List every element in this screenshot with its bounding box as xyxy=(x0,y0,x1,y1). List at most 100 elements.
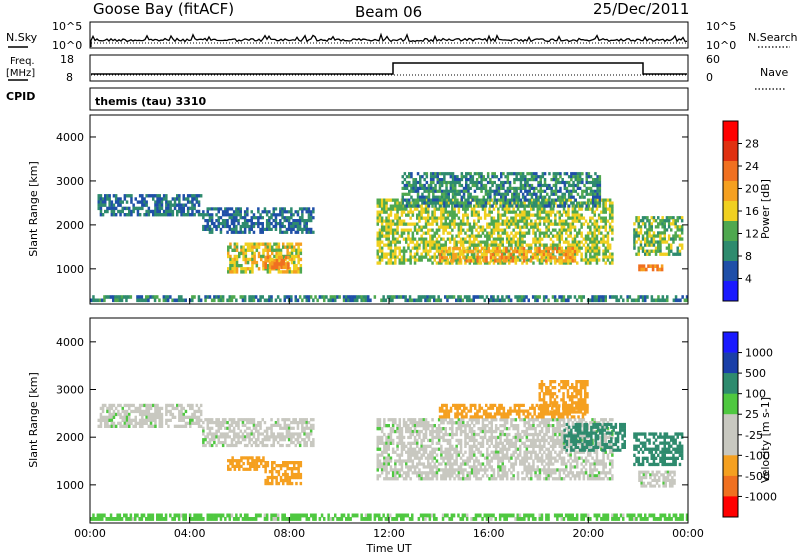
heatmap-cell xyxy=(459,240,463,244)
heatmap-cell xyxy=(275,475,278,480)
heatmap-cell xyxy=(635,231,638,235)
heatmap-cell xyxy=(591,255,594,259)
heatmap-cell xyxy=(492,240,496,244)
heatmap-cell xyxy=(141,200,144,204)
heatmap-cell xyxy=(680,216,684,220)
heatmap-cell xyxy=(296,298,300,303)
heatmap-cell xyxy=(230,441,234,445)
heatmap-cell xyxy=(271,470,274,474)
heatmap-cell xyxy=(158,406,161,411)
heatmap-cell xyxy=(602,255,605,259)
heatmap-cell xyxy=(385,441,388,445)
heatmap-cell xyxy=(342,298,346,303)
heatmap-cell xyxy=(611,258,614,262)
heatmap-cell xyxy=(459,225,463,229)
heatmap-cell xyxy=(396,468,399,472)
heatmap-cell xyxy=(521,210,524,214)
heatmap-cell xyxy=(641,298,645,303)
heatmap-cell xyxy=(275,242,278,246)
heatmap-cell xyxy=(210,418,214,422)
heatmap-cell xyxy=(270,443,273,448)
heatmap-cell xyxy=(678,228,682,232)
heatmap-cell xyxy=(514,201,518,205)
heatmap-cell xyxy=(288,270,292,274)
heatmap-cell xyxy=(455,298,458,303)
heatmap-cell xyxy=(516,213,520,217)
heatmap-cell xyxy=(424,427,428,431)
heatmap-cell xyxy=(255,248,259,252)
heatmap-cell xyxy=(128,418,131,422)
heatmap-cell xyxy=(583,183,586,188)
heatmap-cell xyxy=(290,213,293,217)
heatmap-cell xyxy=(268,262,272,266)
heatmap-cell xyxy=(449,186,453,190)
heatmap-cell xyxy=(376,427,379,431)
heatmap-cell xyxy=(556,198,559,202)
heatmap-cell xyxy=(224,432,227,436)
heatmap-cell xyxy=(422,421,426,425)
heatmap-cell xyxy=(472,249,475,254)
heatmap-cell xyxy=(505,237,509,241)
heatmap-cell xyxy=(444,468,447,472)
heatmap-cell xyxy=(469,259,473,263)
heatmap-cell xyxy=(589,186,593,190)
heatmap-cell xyxy=(106,197,109,201)
heatmap-cell xyxy=(303,421,306,425)
heatmap-cell xyxy=(383,441,386,445)
heatmap-cell xyxy=(551,256,555,260)
heatmap-cell xyxy=(309,219,313,223)
heatmap-cell xyxy=(387,228,390,232)
heatmap-cell xyxy=(413,438,417,443)
heatmap-cell xyxy=(514,255,518,259)
heatmap-cell xyxy=(640,264,643,268)
heatmap-cell xyxy=(420,444,423,448)
heatmap-cell xyxy=(431,435,434,440)
heatmap-cell xyxy=(307,210,311,214)
heatmap-cell xyxy=(409,207,412,211)
heatmap-cell xyxy=(167,418,170,422)
heatmap-cell xyxy=(501,213,504,217)
heatmap-cell xyxy=(509,259,513,263)
heatmap-cell xyxy=(132,403,135,408)
heatmap-cell xyxy=(567,207,570,211)
heatmap-cell xyxy=(446,237,450,241)
heatmap-cell xyxy=(442,231,445,235)
heatmap-cell xyxy=(545,225,548,229)
heatmap-cell xyxy=(210,227,214,231)
heatmap-cell xyxy=(231,248,234,252)
heatmap-cell xyxy=(418,429,421,434)
heatmap-cell xyxy=(239,429,242,433)
heatmap-cell xyxy=(396,246,399,250)
heatmap-cell xyxy=(438,259,442,263)
heatmap-cell xyxy=(449,180,453,185)
heatmap-cell xyxy=(287,255,290,260)
heatmap-cell xyxy=(429,186,433,190)
heatmap-cell xyxy=(674,231,677,235)
heatmap-cell xyxy=(445,189,448,193)
heatmap-cell xyxy=(99,209,103,214)
heatmap-cell xyxy=(298,219,302,223)
heatmap-cell xyxy=(301,219,304,223)
heatmap-cell xyxy=(197,409,201,414)
heatmap-cell xyxy=(480,246,484,251)
heatmap-cell xyxy=(405,240,408,244)
heatmap-cell xyxy=(494,240,498,244)
heatmap-cell xyxy=(433,471,436,475)
heatmap-cell xyxy=(282,258,286,263)
heatmap-cell xyxy=(559,195,562,199)
heatmap-cell xyxy=(257,421,260,425)
heatmap-cell xyxy=(298,224,302,229)
heatmap-cell xyxy=(235,210,238,214)
heatmap-cell xyxy=(383,252,386,256)
heatmap-cell xyxy=(277,251,281,256)
heatmap-cell xyxy=(424,477,428,481)
heatmap-cell xyxy=(489,204,492,208)
heatmap-cell xyxy=(378,427,382,431)
heatmap-cell xyxy=(492,249,496,253)
heatmap-cell xyxy=(270,222,273,226)
heatmap-cell xyxy=(567,198,570,202)
heatmap-cell xyxy=(263,438,267,442)
heatmap-cell xyxy=(94,298,97,303)
heatmap-cell xyxy=(402,435,406,440)
cpid-panel-frame xyxy=(89,87,689,111)
